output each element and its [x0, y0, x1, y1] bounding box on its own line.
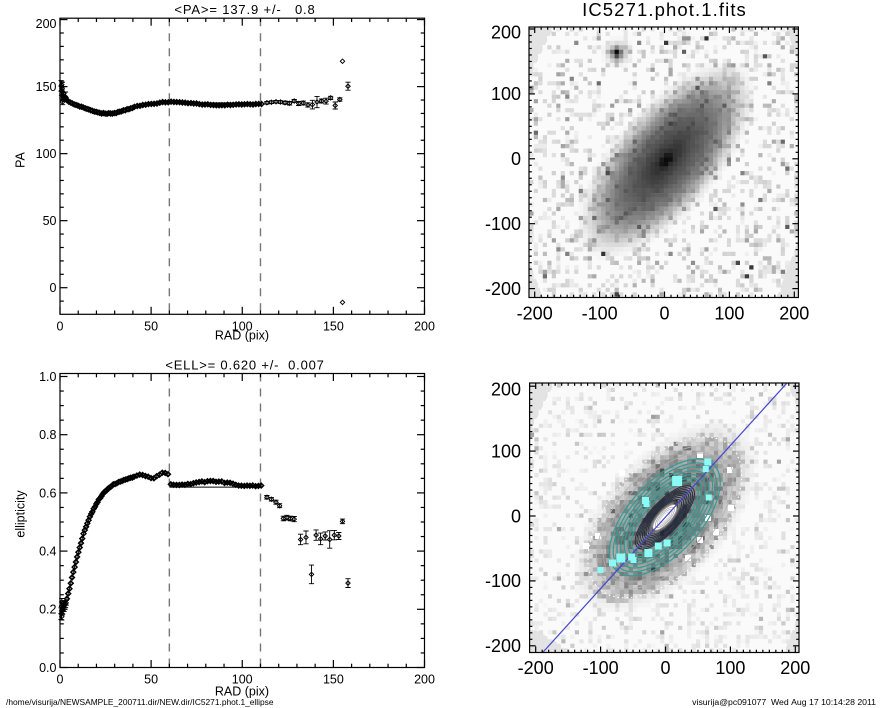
- svg-text:0: 0: [57, 320, 64, 334]
- svg-text:50: 50: [144, 320, 158, 334]
- svg-text:200: 200: [414, 320, 435, 334]
- svg-text:0.6: 0.6: [39, 486, 56, 500]
- svg-text:-200: -200: [485, 636, 521, 656]
- svg-text:100: 100: [232, 320, 253, 334]
- svg-text:RAD (pix): RAD (pix): [215, 329, 269, 343]
- svg-text:150: 150: [323, 320, 344, 334]
- svg-text:ellipticity: ellipticity: [14, 490, 28, 538]
- svg-text:-100: -100: [582, 304, 618, 324]
- svg-text:0: 0: [57, 673, 64, 687]
- svg-text:100: 100: [714, 304, 744, 324]
- svg-text:0.4: 0.4: [39, 545, 56, 559]
- svg-text:-100: -100: [485, 214, 521, 234]
- svg-text:PA: PA: [14, 151, 28, 167]
- svg-text:0: 0: [50, 281, 57, 295]
- svg-text:150: 150: [323, 673, 344, 687]
- svg-text:100: 100: [491, 441, 521, 461]
- svg-text:-200: -200: [485, 279, 521, 299]
- svg-text:200: 200: [779, 304, 809, 324]
- svg-text:200: 200: [491, 22, 521, 42]
- svg-text:100: 100: [715, 658, 745, 678]
- svg-text:0: 0: [511, 506, 521, 526]
- svg-text:IC5271.phot.1.fits: IC5271.phot.1.fits: [582, 0, 747, 20]
- svg-text:200: 200: [491, 380, 521, 400]
- svg-text:0.0: 0.0: [39, 661, 56, 675]
- svg-text:50: 50: [144, 673, 158, 687]
- svg-text:-200: -200: [518, 658, 554, 678]
- svg-text:visurija@pc091077 Wed Aug 17: visurija@pc091077 Wed Aug 17 10:14:28 20…: [692, 697, 876, 707]
- svg-text:RAD (pix): RAD (pix): [215, 685, 269, 699]
- svg-text:1.0: 1.0: [39, 370, 56, 384]
- svg-text:<ELL>= 0.620 +/- 0.007: <ELL>= 0.620 +/- 0.007: [165, 358, 324, 373]
- svg-text:/home/visurija/NEWSAMPLE_20071: /home/visurija/NEWSAMPLE_200711.dir/NEW.…: [6, 697, 274, 707]
- svg-text:200: 200: [36, 17, 57, 31]
- svg-text:-200: -200: [517, 304, 553, 324]
- svg-text:-100: -100: [583, 658, 619, 678]
- svg-text:200: 200: [414, 673, 435, 687]
- svg-text:0: 0: [660, 658, 670, 678]
- svg-text:0.2: 0.2: [39, 603, 56, 617]
- svg-text:50: 50: [43, 214, 57, 228]
- svg-text:150: 150: [36, 80, 57, 94]
- svg-text:100: 100: [491, 84, 521, 104]
- svg-text:0: 0: [659, 304, 669, 324]
- svg-text:100: 100: [232, 673, 253, 687]
- svg-text:200: 200: [780, 658, 810, 678]
- svg-text:<PA>= 137.9 +/- 0.8: <PA>= 137.9 +/- 0.8: [174, 2, 315, 17]
- svg-text:100: 100: [36, 147, 57, 161]
- svg-text:-100: -100: [485, 571, 521, 591]
- svg-text:0.8: 0.8: [39, 428, 56, 442]
- svg-text:0: 0: [511, 149, 521, 169]
